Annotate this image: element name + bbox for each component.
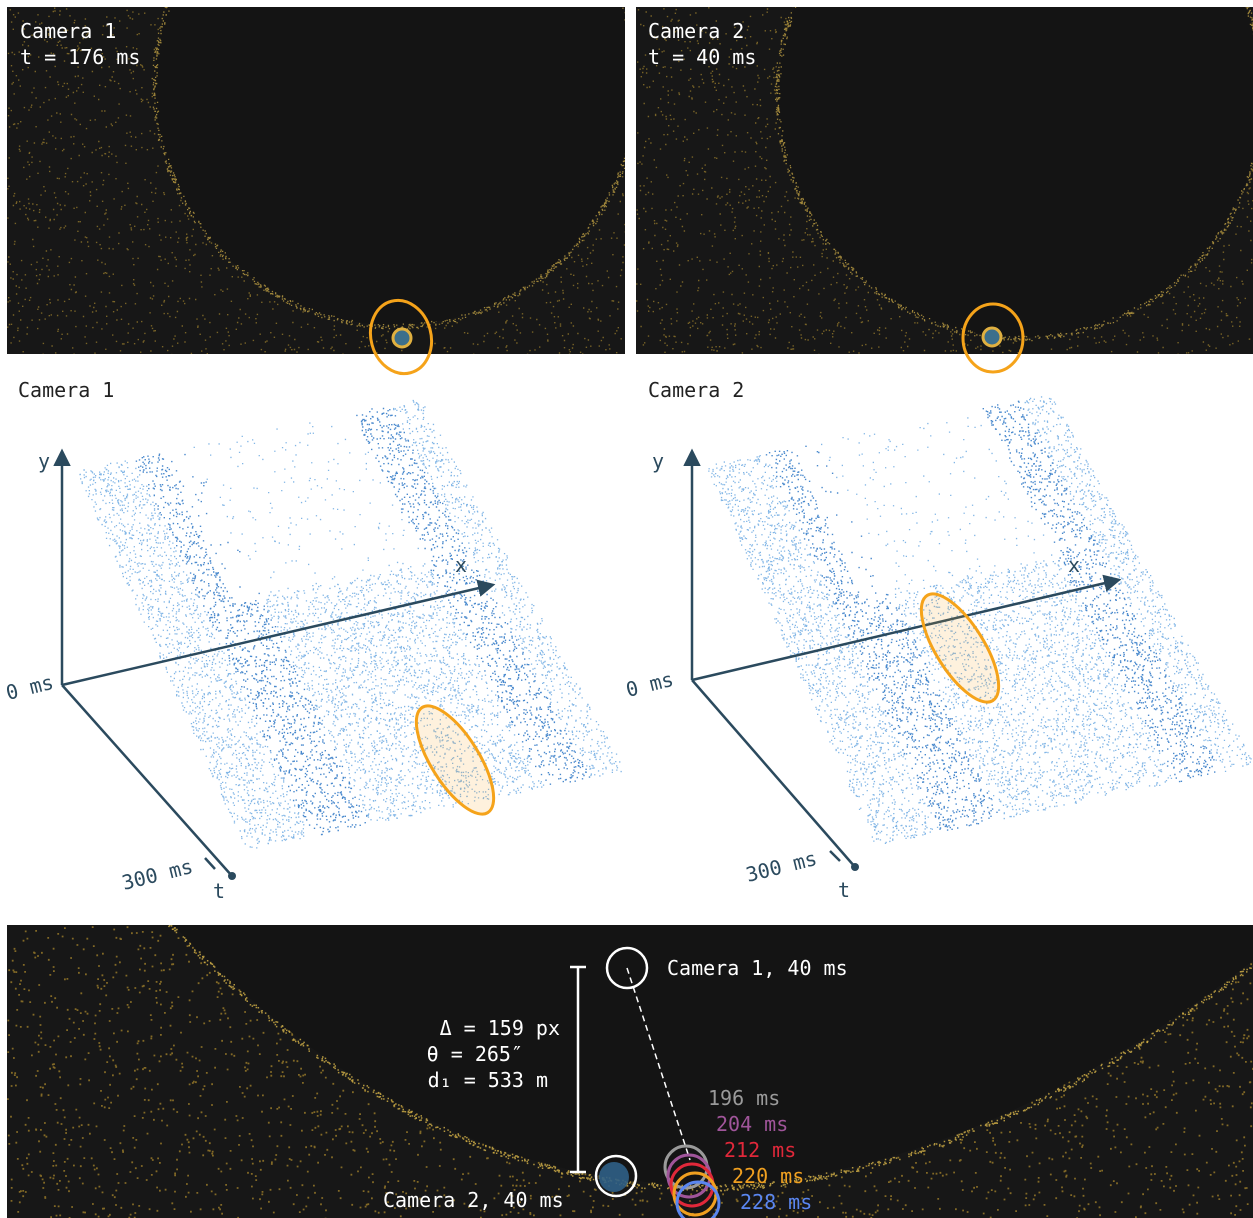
track-label: 196 ms xyxy=(708,1086,780,1110)
highlight xyxy=(402,695,508,826)
tick-label: 300 ms xyxy=(743,846,819,887)
axis-label: y xyxy=(38,449,50,473)
axis-label: t xyxy=(838,878,850,902)
axis-end xyxy=(851,863,859,871)
blob xyxy=(599,1162,629,1192)
stat: d₁ = 533 m xyxy=(428,1068,548,1092)
axis-label: x xyxy=(1068,553,1080,577)
events-dense xyxy=(136,408,591,836)
axis-label: x xyxy=(455,553,467,577)
time-label: t = 40 ms xyxy=(648,45,756,69)
figure: Camera 1 t = 176 ms Camera 2 t = 40 ms C… xyxy=(0,0,1253,1218)
axis-end xyxy=(228,872,236,880)
track-label: 220 ms xyxy=(732,1164,804,1188)
stat: Δ = 159 px xyxy=(440,1016,560,1040)
tick-label: 300 ms xyxy=(119,854,195,895)
stat: θ = 265″ xyxy=(427,1042,523,1066)
tick-label: 0 ms xyxy=(623,667,676,702)
camera-label: Camera 1 xyxy=(18,378,114,402)
camera-label: Camera 1, 40 ms xyxy=(667,956,848,980)
track-label: 212 ms xyxy=(724,1138,796,1162)
camera-label: Camera 2 xyxy=(648,19,744,43)
blob xyxy=(393,329,411,347)
time-label: t = 176 ms xyxy=(20,45,140,69)
camera-label: Camera 2 xyxy=(648,378,744,402)
events xyxy=(79,400,621,849)
camera-label: Camera 1 xyxy=(20,19,116,43)
camera-label: Camera 2, 40 ms xyxy=(383,1188,564,1212)
track-label: 228 ms xyxy=(740,1190,812,1214)
axis-label: y xyxy=(652,449,664,473)
events-dense xyxy=(766,401,1216,831)
point-cloud xyxy=(79,400,621,849)
track-label: 204 ms xyxy=(716,1112,788,1136)
blob xyxy=(983,328,1001,346)
axis-label: t xyxy=(213,879,225,903)
highlight xyxy=(907,583,1013,714)
point-cloud xyxy=(708,396,1252,844)
tick-label: 0 ms xyxy=(3,670,56,705)
